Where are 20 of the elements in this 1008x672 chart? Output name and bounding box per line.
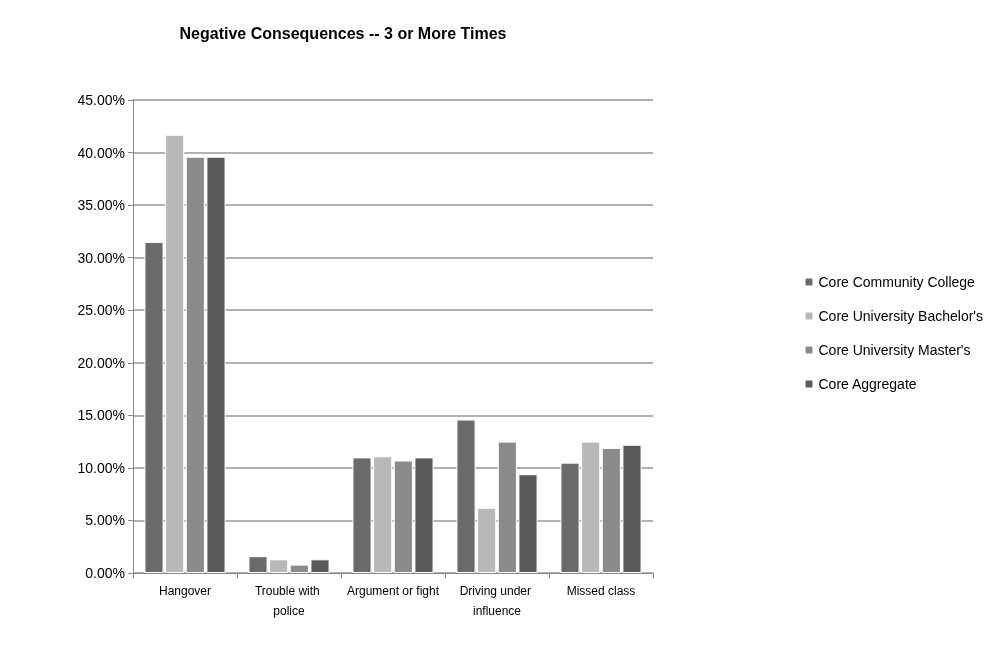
x-tick-label: Trouble with police [254, 584, 324, 618]
legend-label: Core Community College [818, 274, 976, 290]
x-tick-label: Missed class [566, 584, 636, 598]
chart-title: Negative Consequences -- 3 or More Times [179, 24, 507, 42]
y-tick-label: 20.00% [77, 354, 125, 371]
y-tick-label: 25.00% [77, 302, 125, 319]
y-tick-label: 40.00% [77, 144, 125, 161]
y-tick-label: 5.00% [85, 512, 125, 529]
y-tick-label: 45.00% [77, 92, 125, 108]
y-tick-label: 0.00% [85, 565, 125, 581]
y-tick-label: 15.00% [77, 407, 125, 424]
legend-label: Core University Bachelor's [818, 308, 984, 324]
x-tick-label: Hangover [158, 584, 212, 598]
legend-label: Core Aggregate [818, 376, 917, 392]
y-tick-label: 10.00% [77, 459, 125, 476]
x-tick-label: Argument or fight [346, 584, 440, 598]
y-tick-label: 35.00% [77, 197, 125, 214]
y-tick-label: 30.00% [77, 249, 125, 266]
legend-label: Core University Master's [818, 342, 971, 358]
x-tick-label: Driving under influence [459, 584, 535, 618]
